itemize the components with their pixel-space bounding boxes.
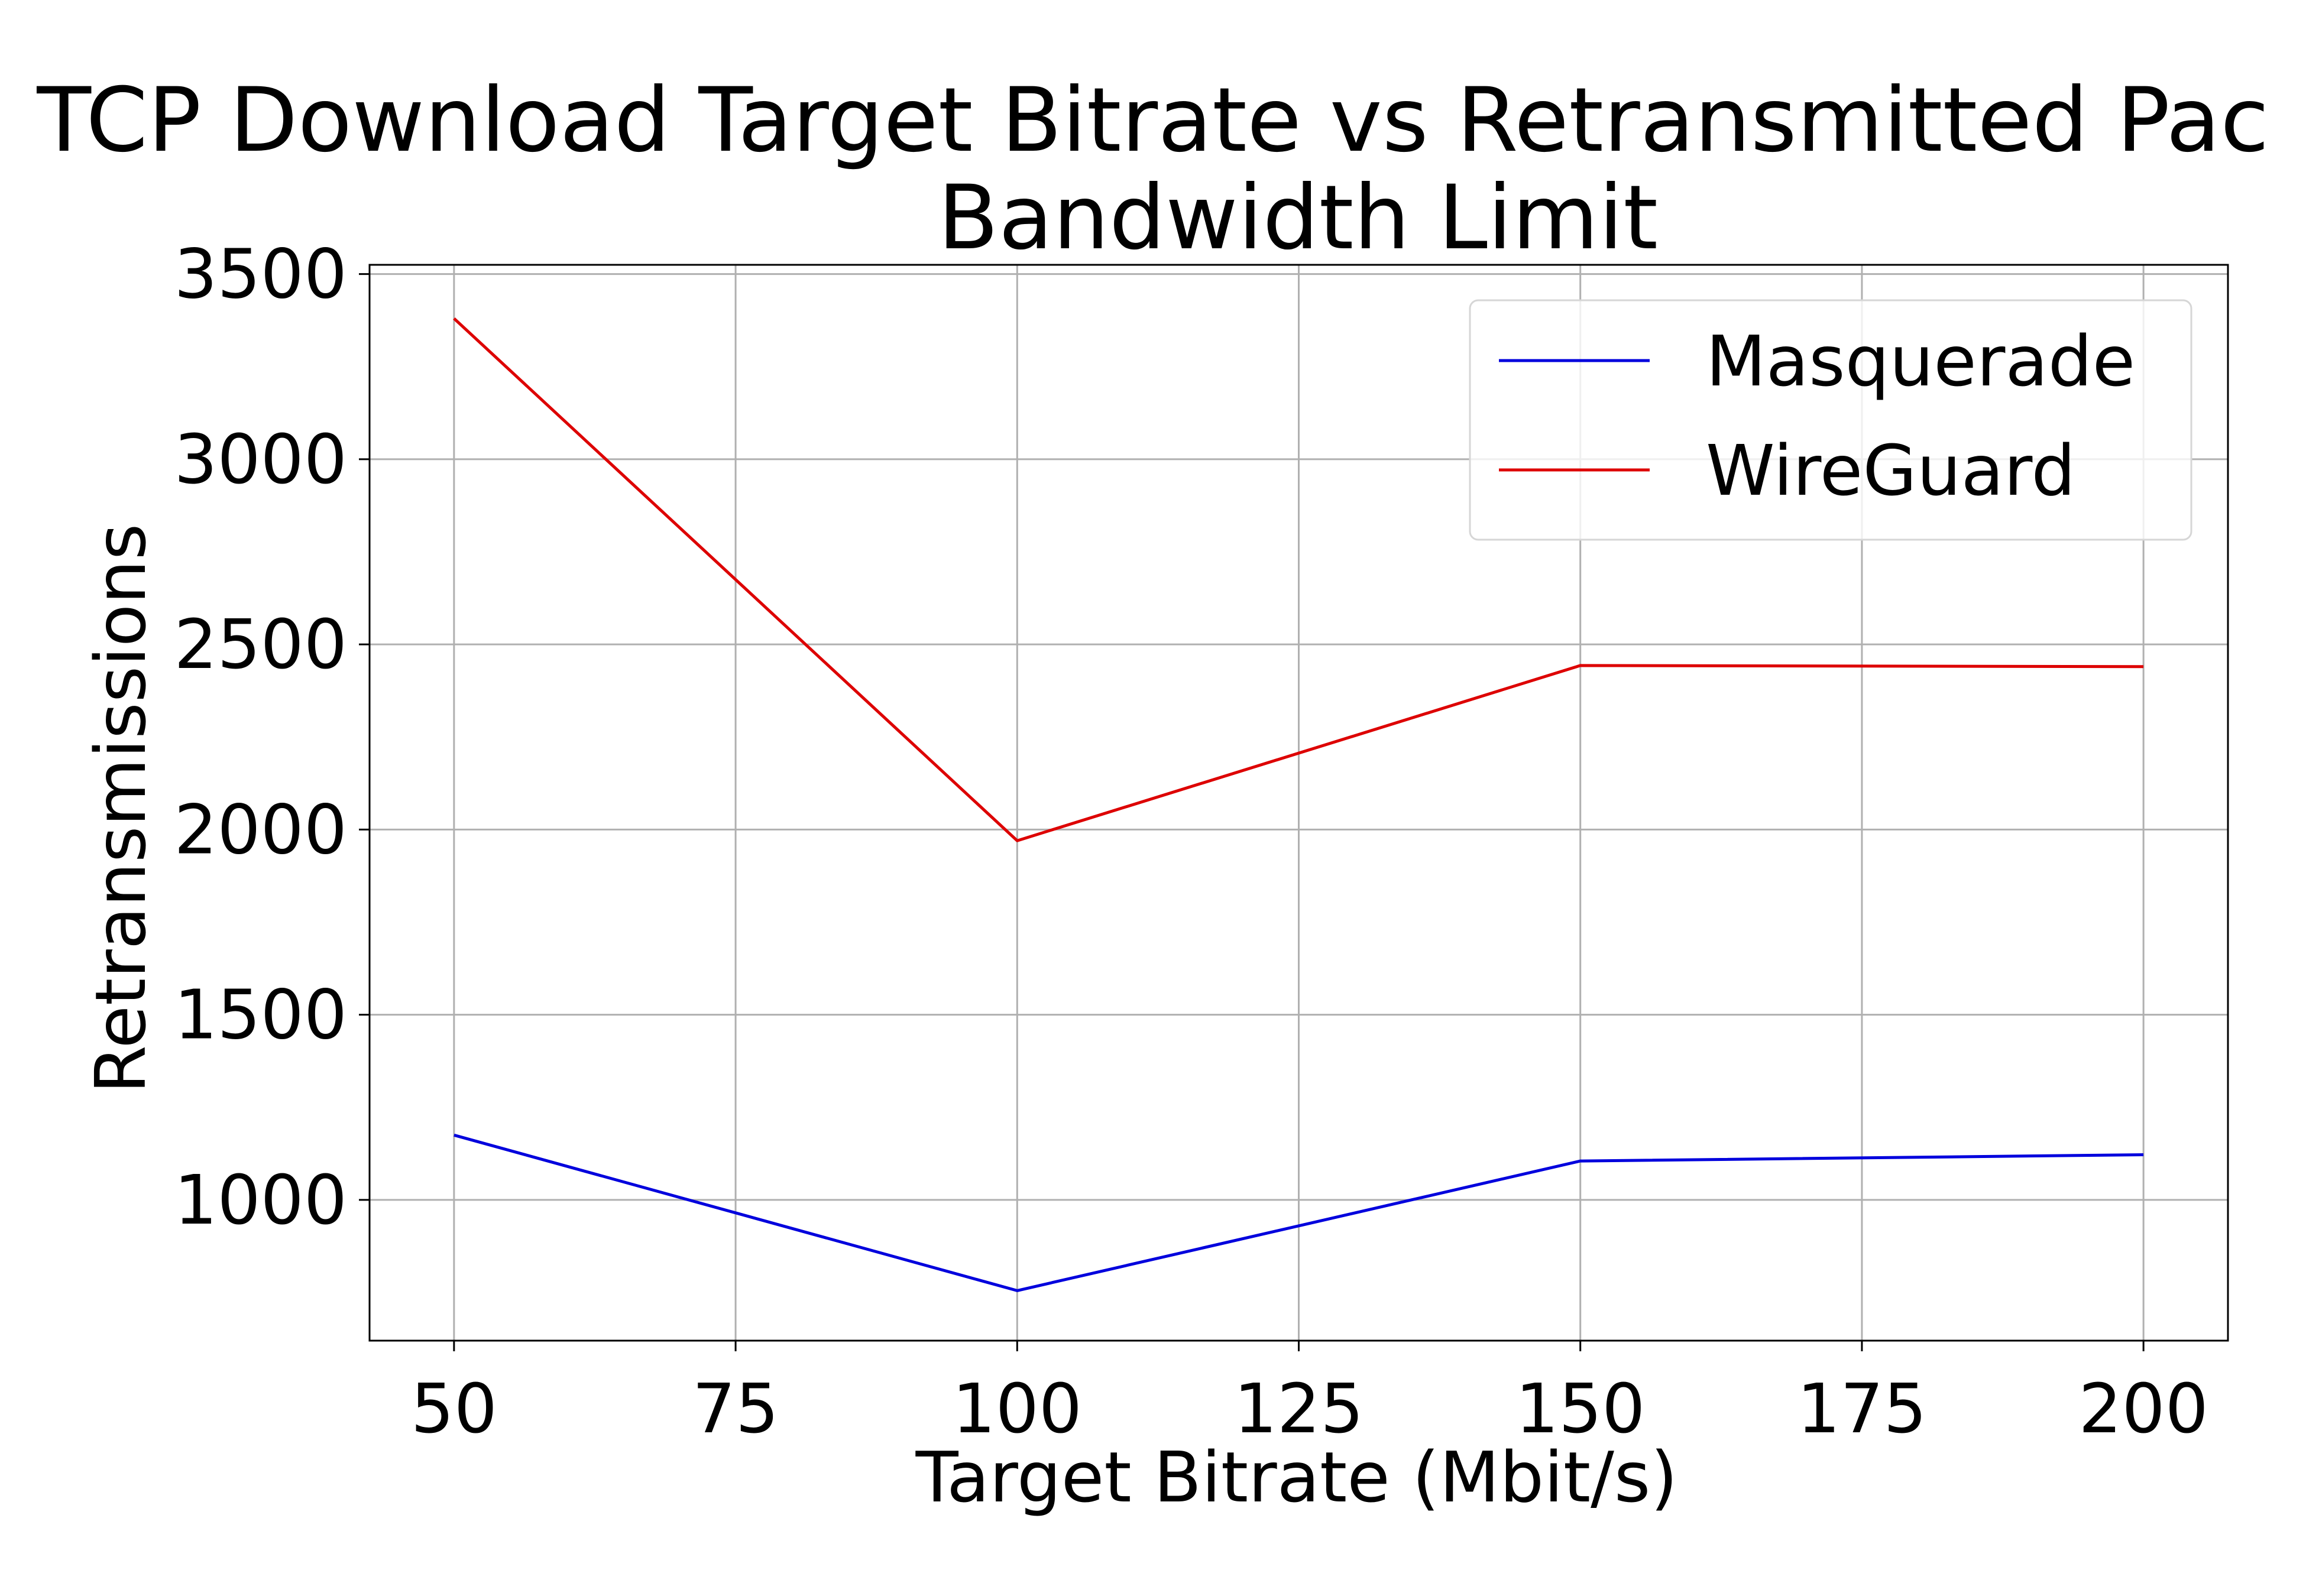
y-tick-label: 3000	[174, 420, 347, 499]
x-axis-label: Target Bitrate (Mbit/s)	[915, 1436, 1678, 1518]
chart-title-line-2: Bandwidth Limit	[938, 167, 1658, 270]
x-axis-ticks: 50 75 100 125 150 175 200	[411, 1341, 2208, 1449]
legend: Masquerade WireGuard	[1469, 299, 2192, 541]
series-line-wireguard	[453, 317, 2144, 842]
y-tick-label: 1500	[174, 976, 347, 1055]
chart-title-line-1: TCP Download Target Bitrate vs Retransmi…	[36, 69, 2269, 172]
x-tick-label: 75	[692, 1370, 779, 1449]
series-lines	[453, 317, 2144, 1292]
legend-box	[1469, 299, 2192, 541]
x-tick-label: 150	[1515, 1370, 1646, 1449]
y-tick-label: 2500	[174, 605, 347, 685]
y-tick-label: 3500	[174, 235, 347, 314]
y-axis-ticks: 1000 1500 2000 2500 3000 3500	[174, 235, 370, 1240]
x-tick-label: 100	[953, 1370, 1083, 1449]
series-line-masquerade	[454, 1133, 2144, 1292]
legend-label-masquerade: Masquerade	[1706, 320, 2135, 402]
x-tick-label: 50	[411, 1370, 497, 1449]
x-tick-label: 175	[1797, 1370, 1927, 1449]
x-tick-label: 125	[1234, 1370, 1364, 1449]
y-tick-label: 1000	[174, 1161, 347, 1240]
legend-label-wireguard: WireGuard	[1706, 430, 2075, 511]
y-tick-label: 2000	[174, 790, 347, 870]
x-tick-label: 200	[2078, 1370, 2208, 1449]
y-axis-label: Retransmissions	[80, 524, 161, 1094]
